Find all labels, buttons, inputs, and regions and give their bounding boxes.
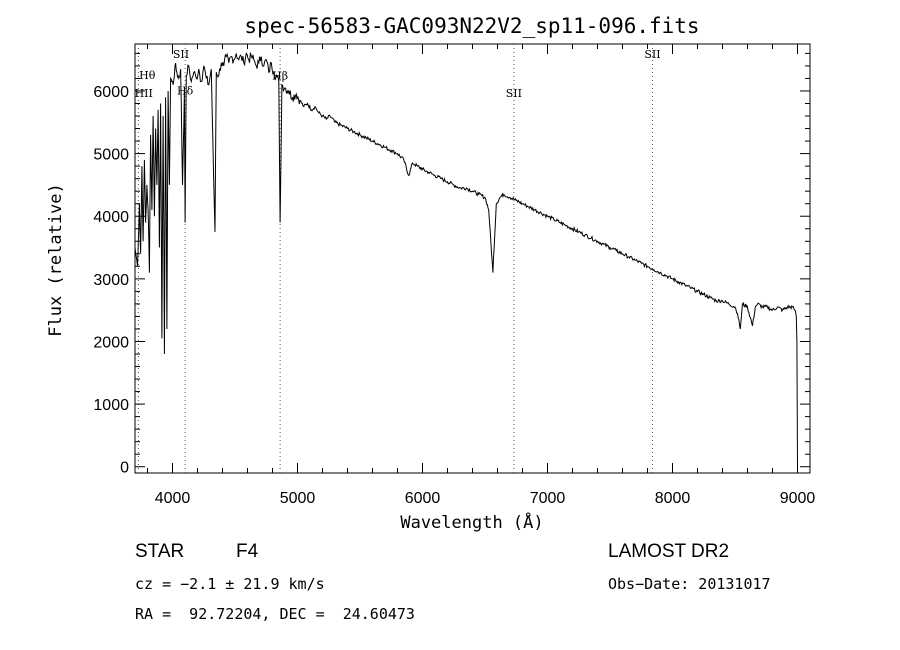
y-tick-label: 1000	[93, 397, 129, 414]
spectral-line-label: SII	[644, 48, 660, 61]
y-tick-label: 6000	[93, 84, 129, 101]
plot-area: 4000 5000 6000 7000 8000 9000 0 1000 2000 3000 400…	[93, 43, 816, 507]
spectral-subclass: F4	[236, 541, 259, 562]
spectral-line-label: Hβ	[272, 70, 288, 83]
x-tick-label: 4000	[155, 490, 191, 507]
x-axis-label: Wavelength (Å)	[400, 511, 543, 533]
spectral-line-label: Hδ	[177, 85, 194, 98]
observation-date: Obs−Date: 20131017	[608, 575, 771, 593]
redshift-velocity: cz = −2.1 ± 21.9 km/s	[135, 575, 325, 593]
series-line-flux	[135, 52, 798, 467]
y-tick-label: 4000	[93, 209, 129, 226]
plot-frame	[134, 43, 811, 474]
x-tick-label: 6000	[405, 490, 441, 507]
survey-name: LAMOST DR2	[608, 541, 730, 562]
x-tick-label: 8000	[655, 490, 691, 507]
x-tick-label: 5000	[280, 490, 316, 507]
spectral-line-label: SII	[173, 48, 189, 61]
spectral-line-label: HII	[135, 87, 153, 100]
y-tick-label: 2000	[93, 334, 129, 351]
y-tick-label: 0	[120, 460, 129, 477]
x-tick-label: 9000	[780, 490, 816, 507]
y-tick-label: 3000	[93, 272, 129, 289]
spectral-line-label: SII	[506, 87, 522, 100]
coordinates: RA = 92.72204, DEC = 24.60473	[135, 605, 415, 623]
x-tick-label: 7000	[530, 490, 566, 507]
y-axis-label: Flux (relative)	[46, 183, 66, 337]
y-tick-label: 5000	[93, 147, 129, 164]
spectral-line-label: Hθ	[139, 69, 156, 82]
chart-title: spec-56583-GAC093N22V2_sp11-096.fits	[244, 14, 699, 38]
object-type: STAR	[135, 541, 185, 562]
